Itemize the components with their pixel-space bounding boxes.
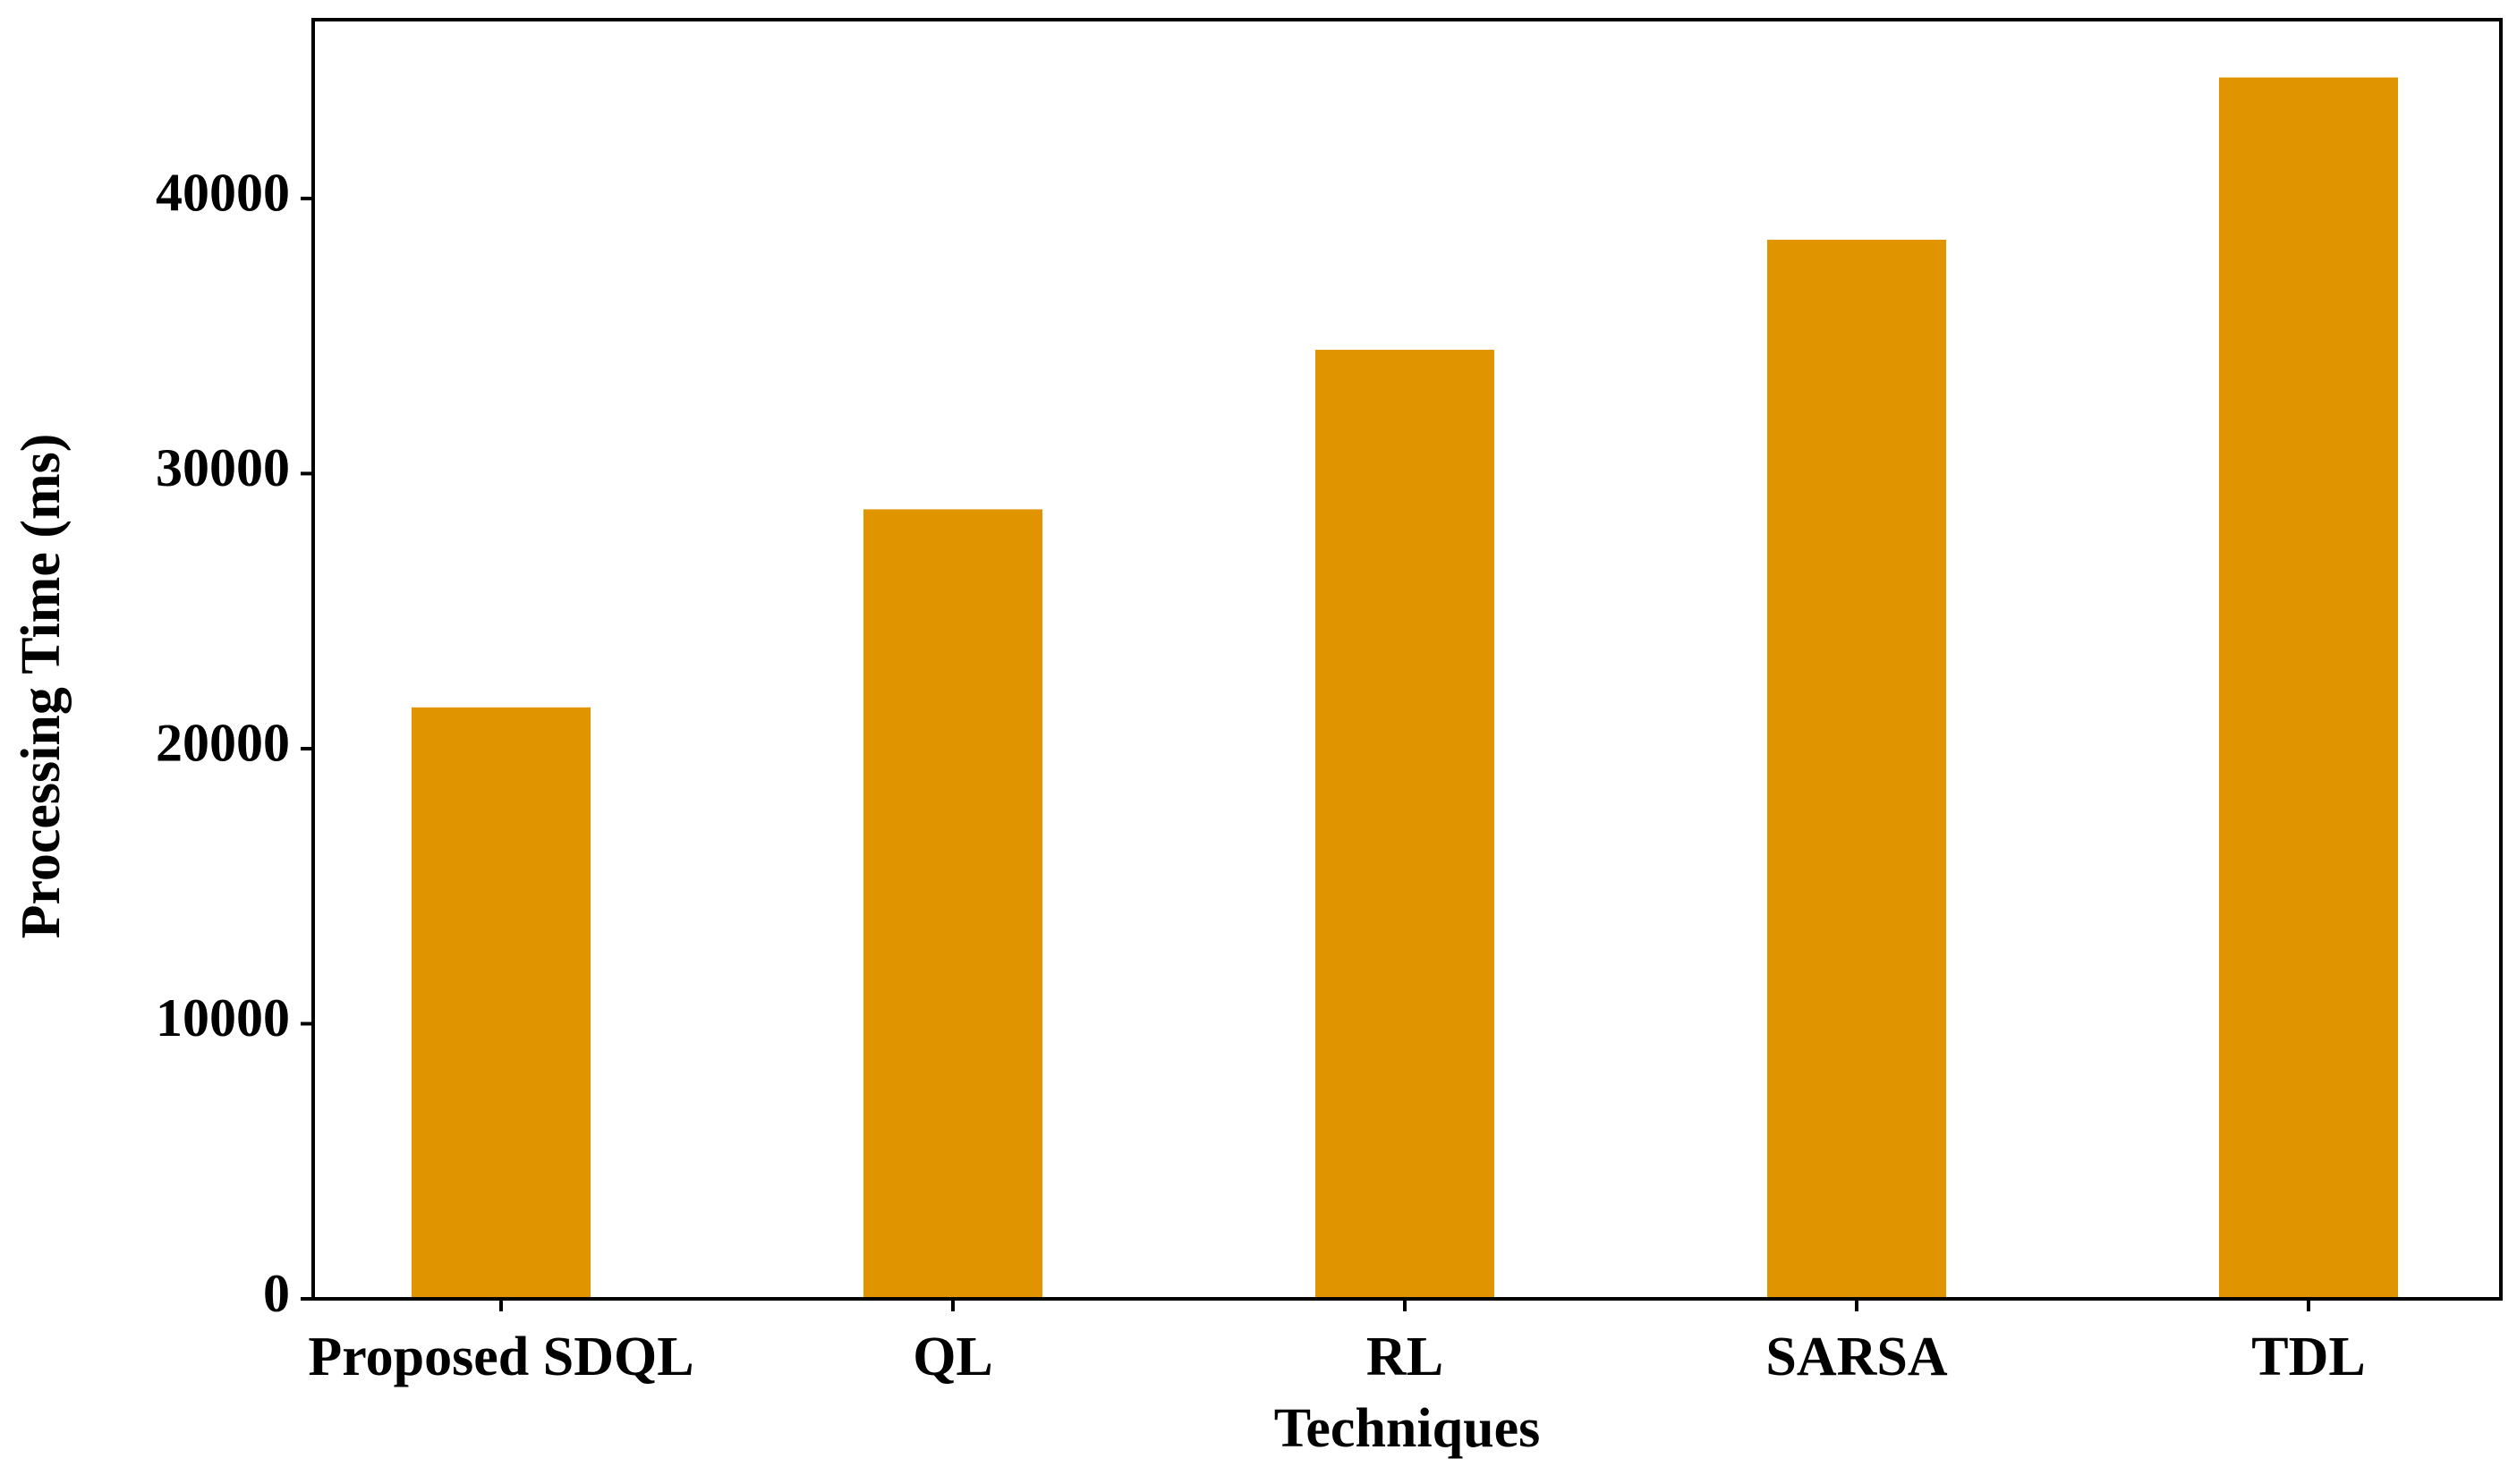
x-tick-label: TDL — [2251, 1327, 2365, 1387]
bar-tdl — [2219, 77, 2398, 1299]
bars-group — [412, 77, 2398, 1300]
x-tick-label: Proposed SDQL — [308, 1327, 693, 1387]
x-axis-label: Techniques — [1274, 1398, 1541, 1459]
y-tick-label: 30000 — [156, 438, 290, 497]
y-axis-label: Processing Time (ms) — [11, 434, 72, 939]
x-axis-ticks: Proposed SDQL QL RL SARSA TDL — [308, 1299, 2366, 1387]
x-tick-label: QL — [913, 1327, 993, 1387]
y-tick-label: 0 — [263, 1264, 290, 1323]
x-tick-label: SARSA — [1765, 1327, 1948, 1387]
bar-proposed-sdql — [412, 707, 591, 1299]
bar-sarsa — [1767, 240, 1946, 1300]
plot-area-frame — [311, 18, 2503, 1301]
y-tick-label: 20000 — [156, 714, 290, 773]
y-axis-ticks: 0 10000 20000 30000 40000 — [156, 164, 313, 1323]
y-tick-label: 40000 — [156, 164, 290, 223]
x-tick-label: RL — [1366, 1327, 1443, 1387]
y-tick-label: 10000 — [156, 988, 290, 1047]
bar-rl — [1315, 350, 1494, 1300]
bar-ql — [863, 509, 1042, 1299]
